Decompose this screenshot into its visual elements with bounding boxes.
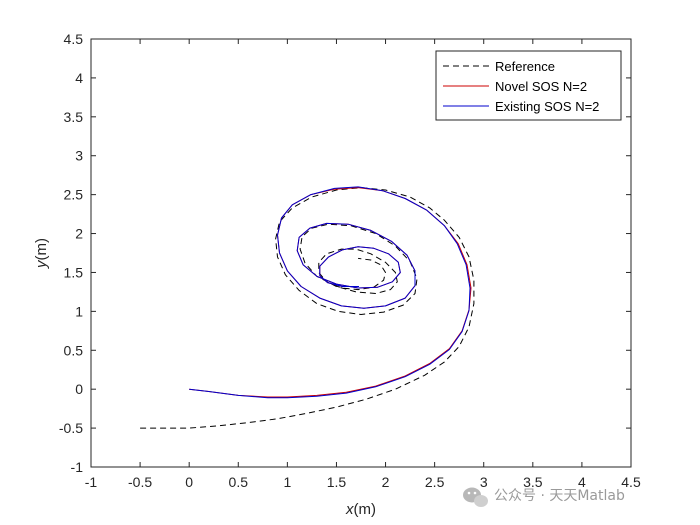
x-tick-label: 1.5 <box>327 474 347 490</box>
y-tick-label: 1.5 <box>64 264 84 280</box>
legend-label-existing: Existing SOS N=2 <box>495 99 599 114</box>
wechat-icon <box>463 487 488 507</box>
y-tick-label: 1 <box>75 303 83 319</box>
y-tick-label: 3.5 <box>64 109 84 125</box>
x-tick-label: 3.5 <box>523 474 543 490</box>
x-axis-label-unit: (m) <box>354 501 377 518</box>
ticks-layer: -1 -0.5 0 0.5 1 1.5 2 2.5 3 3.5 4 4.5 -1 -0.5 0 0.5 1 1.5… <box>59 31 641 490</box>
x-tick-label: 0 <box>185 474 193 490</box>
x-tick-label: 4.5 <box>621 474 641 490</box>
series-reference-line <box>140 187 475 429</box>
x-tick-label: 4 <box>578 474 586 490</box>
x-axis-label: x(m) <box>345 501 376 518</box>
x-tick-label: 2.5 <box>425 474 445 490</box>
legend-label-novel: Novel SOS N=2 <box>495 79 587 94</box>
legend: Reference Novel SOS N=2 Existing SOS N=2 <box>435 50 622 121</box>
x-tick-label: 3 <box>480 474 488 490</box>
y-tick-label: -1 <box>71 459 84 475</box>
y-tick-label: 0 <box>75 381 83 397</box>
y-tick-label: 4 <box>75 70 83 86</box>
x-tick-label: 0.5 <box>229 474 249 490</box>
x-tick-label: 2 <box>382 474 390 490</box>
watermark: 公众号 · 天天Matlab <box>463 487 625 507</box>
x-tick-label: 1 <box>283 474 291 490</box>
y-tick-label: 2.5 <box>64 187 84 203</box>
y-tick-label: 4.5 <box>64 31 84 47</box>
watermark-text: 公众号 · 天天Matlab <box>494 488 625 504</box>
series-existing-sos-line <box>189 186 471 399</box>
y-axis-label: y(m) <box>33 238 50 269</box>
y-axis-label-var: y <box>33 259 50 269</box>
x-tick-label: -0.5 <box>128 474 152 490</box>
y-tick-label: 3 <box>75 148 83 164</box>
y-axis-label-unit: (m) <box>33 238 50 261</box>
y-tick-label: 2 <box>75 226 83 242</box>
x-axis-label-var: x <box>345 501 354 518</box>
y-tick-label: -0.5 <box>59 420 83 436</box>
series-layer <box>140 186 475 429</box>
x-tick-label: -1 <box>85 474 98 490</box>
legend-label-reference: Reference <box>495 59 555 74</box>
y-tick-label: 0.5 <box>64 342 84 358</box>
